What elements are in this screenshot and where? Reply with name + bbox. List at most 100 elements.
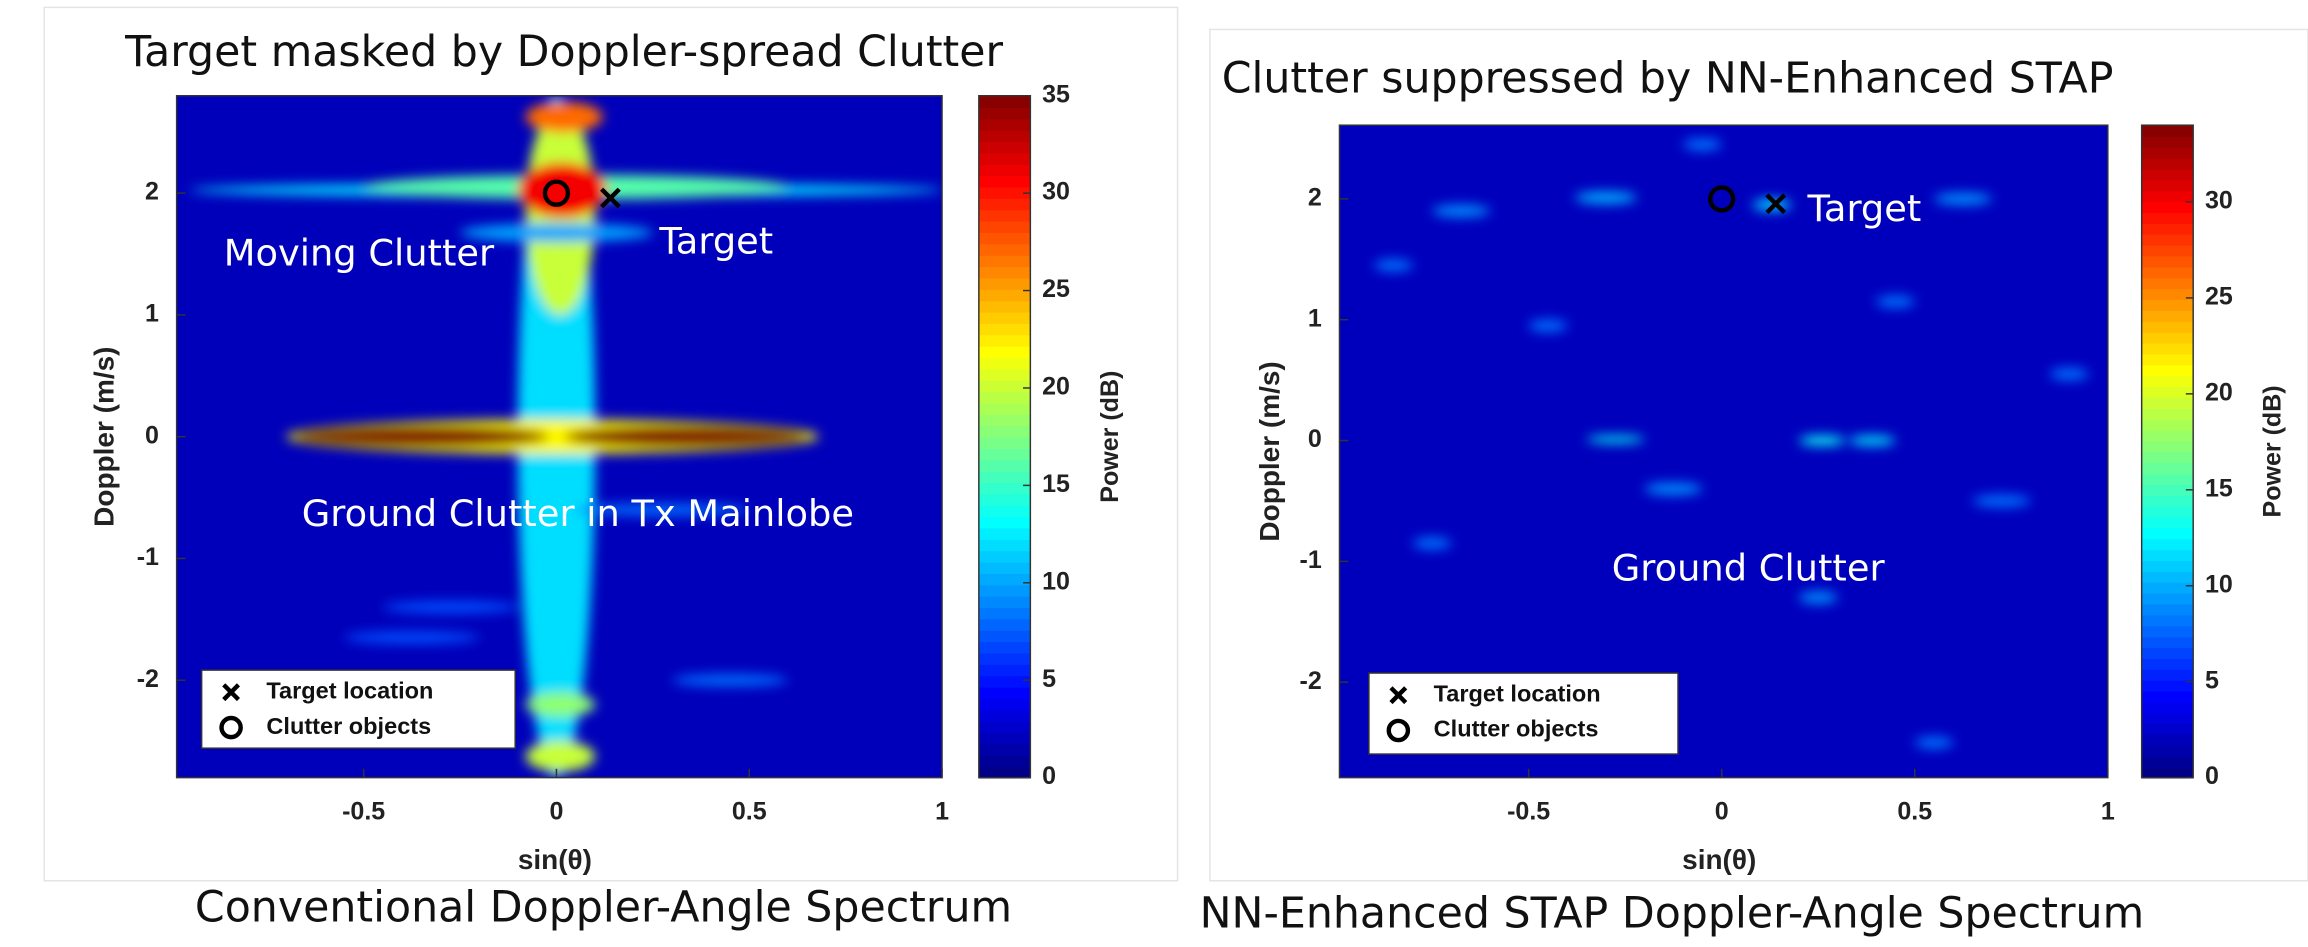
heatmap-cell — [1432, 204, 1491, 218]
y-tick-label: -2 — [137, 665, 159, 693]
x-axis-label: sin(θ) — [1682, 844, 1756, 875]
colorbar-slice — [978, 436, 1031, 449]
heatmap-cell — [1798, 591, 1838, 604]
colorbar-slice — [2141, 125, 2194, 137]
annotation: Moving Clutter — [224, 231, 495, 274]
colorbar-slice — [978, 538, 1031, 552]
colorbar-slice — [2141, 494, 2194, 507]
heatmap-cell — [1972, 494, 2031, 507]
colorbar-tick-label: 0 — [2205, 762, 2219, 790]
colorbar-slice — [2141, 581, 2194, 594]
colorbar-slice — [978, 288, 1031, 302]
colorbar-slice — [2141, 571, 2194, 583]
y-tick-label: 1 — [1308, 304, 1322, 332]
heatmap-cell — [1586, 435, 1645, 443]
x-tick-label: 0 — [549, 798, 563, 826]
colorbar-slice — [978, 754, 1031, 768]
colorbar-slice — [978, 334, 1031, 347]
colorbar-slice — [978, 732, 1031, 745]
heatmap-cell — [517, 162, 607, 218]
colorbar-slice — [978, 391, 1031, 404]
chart-title: Clutter suppressed by NN-Enhanced STAP — [1222, 53, 2114, 103]
colorbar-slice — [2141, 299, 2194, 311]
colorbar-tick-label: 35 — [1042, 80, 1070, 108]
y-axis-label: Doppler (m/s) — [88, 347, 119, 527]
colorbar-slice — [2141, 625, 2194, 638]
colorbar-slice — [2141, 157, 2194, 170]
colorbar-slice — [2141, 462, 2194, 475]
colorbar-tick-label: 10 — [2205, 570, 2233, 598]
heatmap-cell — [1914, 736, 1954, 749]
colorbar-slice — [978, 561, 1031, 574]
legend-label: Clutter objects — [266, 713, 431, 739]
x-axis-label: sin(θ) — [518, 844, 592, 875]
colorbar-slice — [978, 504, 1031, 518]
heatmap-cell — [2049, 368, 2089, 381]
colorbar-slice — [2141, 679, 2194, 692]
colorbar-slice — [2141, 353, 2194, 366]
heatmap-cell — [525, 741, 596, 772]
colorbar-tick-label: 20 — [2205, 378, 2233, 406]
annotation: Target — [1807, 187, 1922, 230]
colorbar-slice — [978, 482, 1031, 495]
colorbar-slice — [2141, 190, 2194, 203]
colorbar-slice — [2141, 668, 2194, 681]
colorbar-slice — [2141, 375, 2194, 388]
heatmap-cell — [1849, 435, 1896, 446]
colorbar-slice — [2141, 614, 2194, 627]
colorbar-label: Power (dB) — [1096, 371, 1124, 503]
data-marker — [542, 179, 571, 207]
colorbar-tick-label: 25 — [1042, 275, 1070, 303]
colorbar-slice — [978, 254, 1031, 268]
legend-label: Target location — [1434, 680, 1601, 706]
colorbar-slice — [2141, 266, 2194, 279]
colorbar-slice — [2141, 712, 2194, 725]
y-tick-label: 0 — [1308, 425, 1322, 453]
colorbar-slice — [978, 107, 1031, 120]
colorbar-slice — [978, 277, 1031, 290]
colorbar-slice — [978, 95, 1031, 108]
heatmap-cell — [1528, 319, 1568, 332]
colorbar-slice — [978, 186, 1031, 199]
colorbar-slice — [978, 607, 1031, 620]
colorbar-slice — [978, 550, 1031, 563]
chart-caption: NN-Enhanced STAP Doppler-Angle Spectrum — [1200, 889, 2145, 939]
colorbar-slice — [2141, 603, 2194, 616]
heatmap-cell — [1374, 259, 1413, 272]
colorbar-slice — [2141, 223, 2194, 235]
colorbar-slice — [978, 311, 1031, 324]
y-tick-label: 2 — [145, 178, 159, 206]
colorbar-slice — [2141, 701, 2194, 714]
colorbar-slice — [2141, 560, 2194, 572]
colorbar-slice — [2141, 212, 2194, 224]
legend-marker-stroke — [222, 683, 241, 702]
colorbar-slice — [2141, 233, 2194, 246]
colorbar-slice — [978, 118, 1031, 131]
colorbar-slice — [978, 141, 1031, 154]
heatmap-background — [1339, 125, 2108, 778]
colorbar-slice — [2141, 755, 2194, 768]
colorbar-slice — [2141, 397, 2194, 409]
x-tick-label: 0.5 — [1897, 798, 1932, 826]
y-tick-label: -1 — [137, 543, 159, 571]
colorbar-slice — [2141, 277, 2194, 290]
heatmap-blur — [190, 95, 943, 778]
x-tick-label: -0.5 — [1507, 798, 1550, 826]
x-tick-label: -0.5 — [342, 798, 385, 826]
colorbar-slice — [2141, 331, 2194, 344]
heatmap-cell — [525, 692, 596, 717]
colorbar-slice — [978, 345, 1031, 359]
colorbar-slice — [2141, 179, 2194, 192]
colorbar-slice — [978, 584, 1031, 597]
colorbar-slice — [2141, 310, 2194, 322]
colorbar-slice — [978, 743, 1031, 756]
colorbar-slice — [978, 527, 1031, 540]
colorbar-slice — [978, 720, 1031, 734]
colorbar-slice — [978, 198, 1031, 211]
colorbar-slice — [978, 163, 1031, 177]
colorbar-slice — [2141, 766, 2194, 779]
chart-title: Target masked by Doppler-spread Clutter — [124, 27, 1003, 77]
colorbar-frame — [2140, 124, 2194, 779]
data-marker — [1765, 193, 1787, 215]
heatmap-cell — [344, 631, 480, 644]
